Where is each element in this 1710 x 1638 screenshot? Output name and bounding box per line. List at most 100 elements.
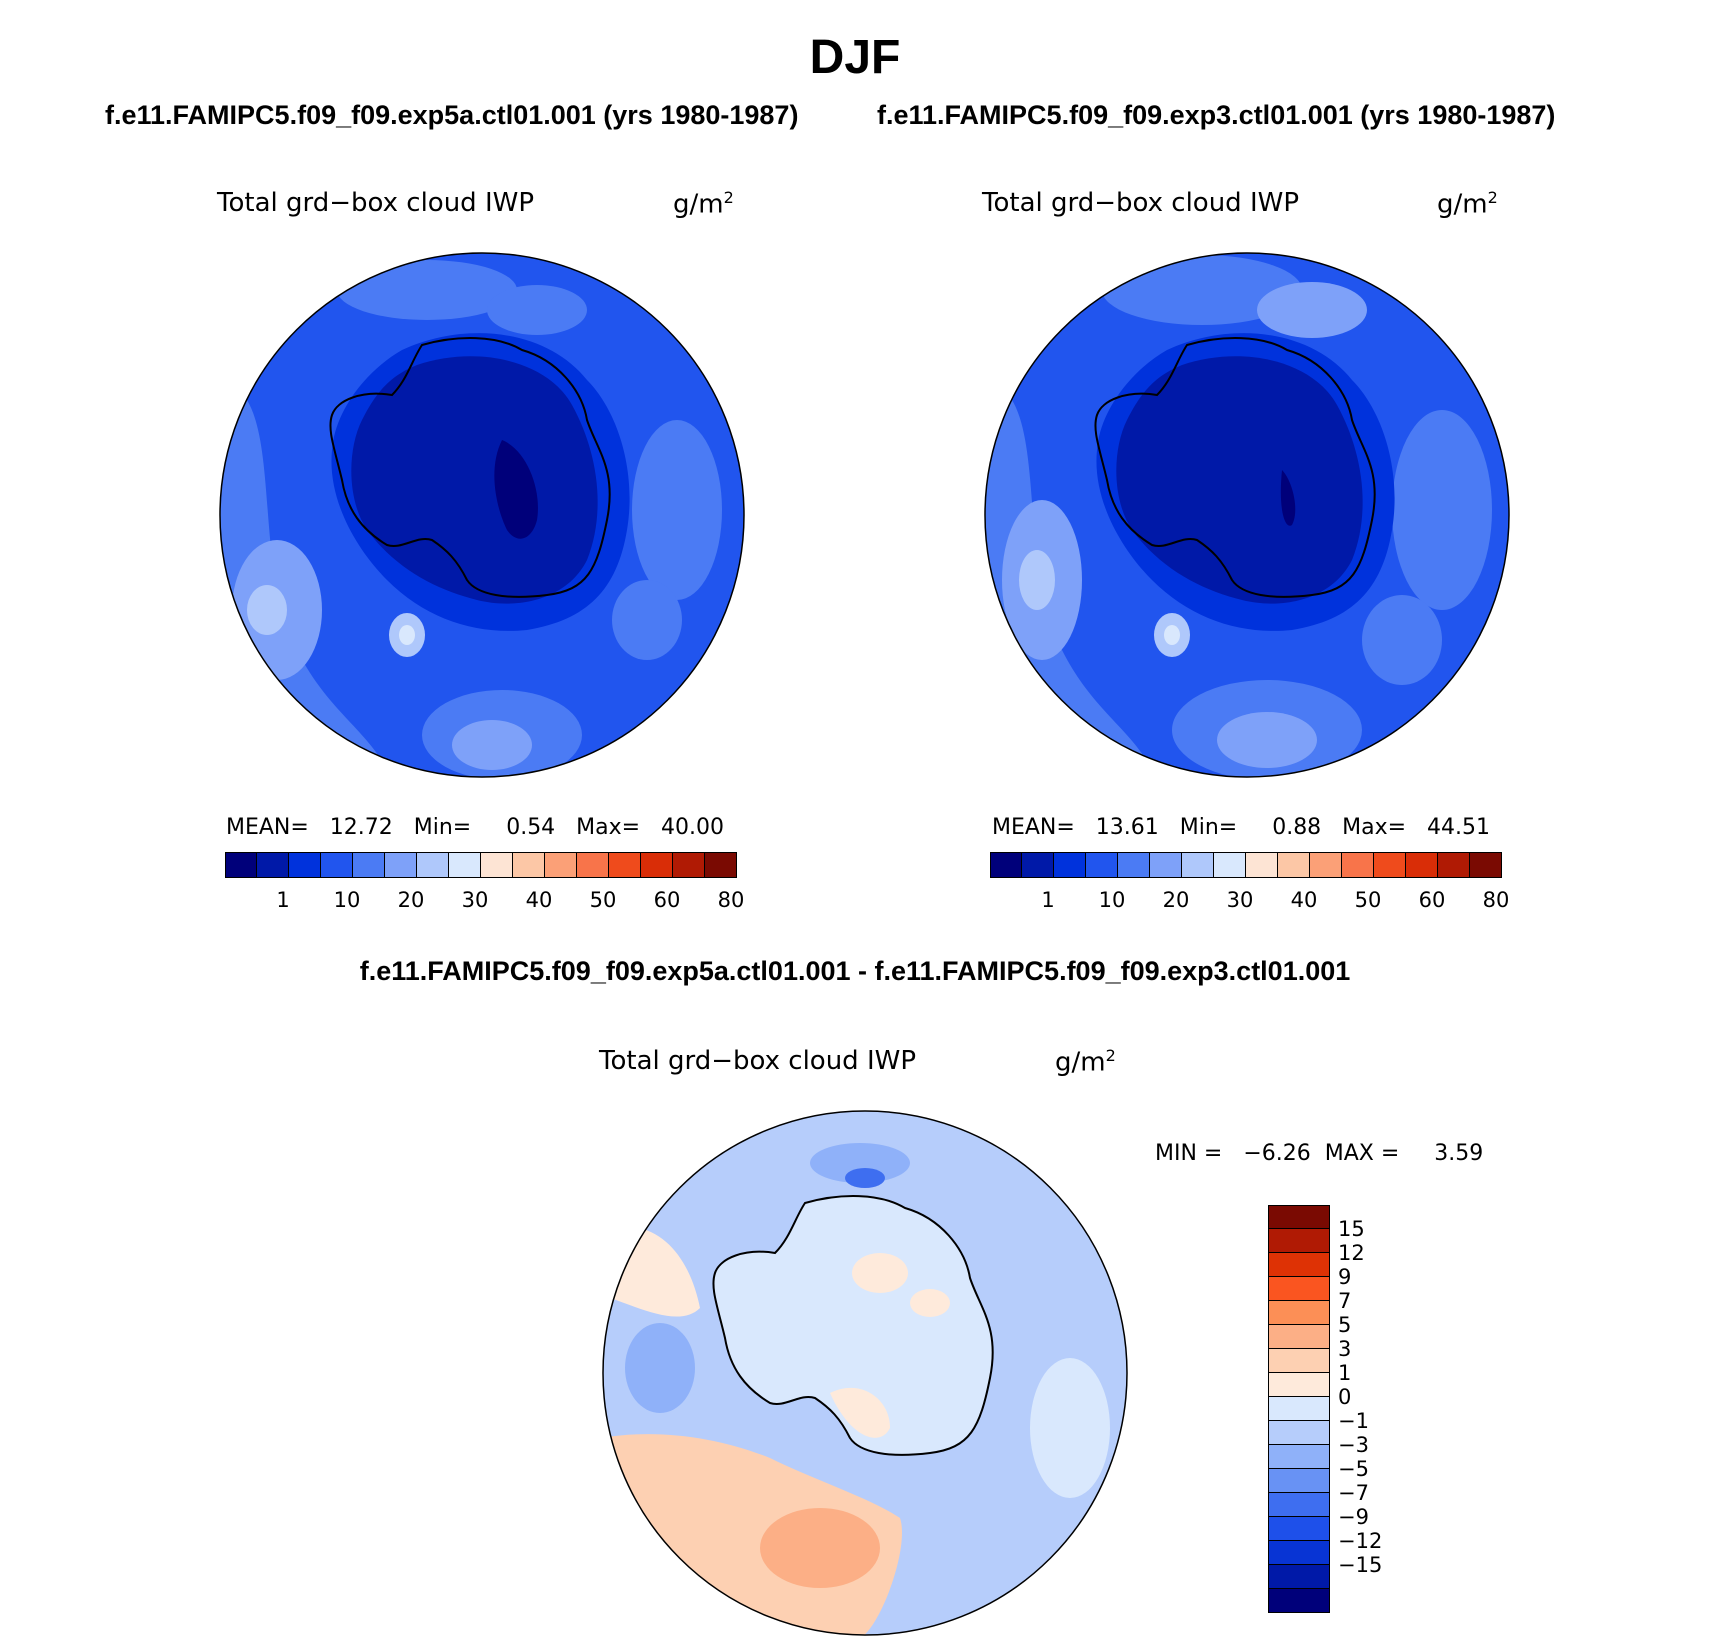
- contour-region: [337, 260, 517, 320]
- difference-colorbar-labels: 15 12 9 7 5 3 1 0 −1 −3 −5 −7 −9 −12 −15: [1338, 1205, 1408, 1613]
- antarctic-coastline: [329, 337, 611, 598]
- colorbar-tick-label: 80: [717, 888, 745, 912]
- contour-region: [1019, 550, 1055, 610]
- colorbar-swatch: [1268, 1253, 1330, 1277]
- panel3-variable-label: Total grd−box cloud IWP: [599, 1046, 917, 1076]
- colorbar-tick-label: −15: [1338, 1553, 1383, 1577]
- colorbar-tick-label: −12: [1338, 1529, 1383, 1553]
- colorbar-tick-label: −1: [1338, 1409, 1369, 1433]
- colorbar-tick-label: 20: [1162, 888, 1190, 912]
- contour-region: [830, 1387, 890, 1438]
- colorbar-swatch: [1268, 1517, 1330, 1541]
- contour-region: [1030, 1358, 1110, 1498]
- contour-region: [632, 420, 722, 600]
- figure-title: DJF: [809, 31, 901, 84]
- panel3-difference-map: [602, 1110, 1128, 1636]
- panel1-stats: MEAN= 12.72 Min= 0.54 Max= 40.00: [226, 815, 725, 840]
- contour-region: [487, 285, 587, 335]
- colorbar-tick-label: −9: [1338, 1505, 1369, 1529]
- colorbar-swatch: [1150, 852, 1182, 878]
- colorbar-tick-label: 0: [1338, 1385, 1352, 1409]
- colorbar-swatch: [1268, 1397, 1330, 1421]
- contour-region: [612, 580, 682, 660]
- colorbar-swatch: [1278, 852, 1310, 878]
- colorbar-swatch: [417, 852, 449, 878]
- colorbar-swatch: [1268, 1565, 1330, 1589]
- colorbar-swatch: [1268, 1205, 1330, 1229]
- colorbar-swatch: [1054, 852, 1086, 878]
- colorbar-tick-label: 1: [276, 888, 290, 912]
- colorbar-swatch: [1118, 852, 1150, 878]
- colorbar-swatch: [1268, 1589, 1330, 1613]
- contour-region: [810, 1143, 910, 1183]
- colorbar-tick-label: 12: [1338, 1241, 1365, 1265]
- case2-title: f.e11.FAMIPC5.f09_f09.exp3.ctl01.001 (yr…: [877, 100, 1556, 130]
- colorbar-swatch: [289, 852, 321, 878]
- colorbar-swatch: [1438, 852, 1470, 878]
- colorbar-tick-label: 20: [397, 888, 425, 912]
- colorbar-swatch: [1182, 852, 1214, 878]
- colorbar-tick-label: 30: [461, 888, 489, 912]
- contour-region: [1217, 712, 1317, 768]
- colorbar-tick-label: 30: [1226, 888, 1254, 912]
- colorbar-swatch: [225, 852, 257, 878]
- colorbar-swatch: [1268, 1301, 1330, 1325]
- colorbar-swatch: [513, 852, 545, 878]
- difference-colorbar: [1268, 1205, 1330, 1613]
- panel2-units-label: g/m2: [1437, 188, 1498, 220]
- panel1-variable-label: Total grd−box cloud IWP: [217, 188, 535, 218]
- contour-region: [494, 440, 538, 539]
- colorbar-swatch: [1374, 852, 1406, 878]
- case1-title: f.e11.FAMIPC5.f09_f09.exp5a.ctl01.001 (y…: [105, 100, 799, 130]
- colorbar-swatch: [1246, 852, 1278, 878]
- colorbar-tick-label: 40: [1290, 888, 1318, 912]
- colorbar-swatch: [1268, 1373, 1330, 1397]
- colorbar-tick-label: 50: [589, 888, 617, 912]
- colorbar-tick-label: 15: [1338, 1217, 1365, 1241]
- colorbar-swatch: [1268, 1493, 1330, 1517]
- colorbar-tick-label: 60: [1418, 888, 1446, 912]
- panel2-stats: MEAN= 13.61 Min= 0.88 Max= 44.51: [992, 815, 1491, 840]
- colorbar-swatch: [1214, 852, 1246, 878]
- contour-region: [452, 720, 532, 770]
- colorbar-swatch: [257, 852, 289, 878]
- contour-region: [399, 625, 415, 645]
- antarctic-coastline: [1094, 337, 1376, 598]
- contour-region: [845, 1168, 885, 1188]
- colorbar-swatch: [449, 852, 481, 878]
- colorbar-swatch: [641, 852, 673, 878]
- panel2-map: [984, 252, 1510, 778]
- contour-region: [910, 1289, 950, 1317]
- colorbar-swatch: [609, 852, 641, 878]
- panel1-map: [219, 252, 745, 778]
- contour-region: [1280, 470, 1296, 526]
- panel2-colorbar: [990, 852, 1502, 878]
- contour-region: [247, 585, 287, 635]
- colorbar-tick-label: 5: [1338, 1313, 1352, 1337]
- panel2-variable-label: Total grd−box cloud IWP: [982, 188, 1300, 218]
- contour-region: [1257, 282, 1367, 338]
- colorbar-tick-label: −3: [1338, 1433, 1369, 1457]
- colorbar-swatch: [673, 852, 705, 878]
- contour-region: [713, 1196, 993, 1455]
- contour-region: [1362, 595, 1442, 685]
- panel2-colorbar-labels: 1 10 20 30 40 50 60 80: [990, 888, 1509, 914]
- colorbar-swatch: [1268, 1469, 1330, 1493]
- panel1-units-label: g/m2: [673, 188, 734, 220]
- map-boundary: [219, 252, 745, 778]
- colorbar-tick-label: 40: [525, 888, 553, 912]
- colorbar-swatch: [1268, 1325, 1330, 1349]
- contour-region: [852, 1253, 908, 1293]
- colorbar-swatch: [385, 852, 417, 878]
- panel3-units-label: g/m2: [1055, 1046, 1116, 1078]
- map-boundary: [984, 252, 1510, 778]
- colorbar-tick-label: 80: [1482, 888, 1510, 912]
- colorbar-swatch: [1310, 852, 1342, 878]
- colorbar-swatch: [1268, 1421, 1330, 1445]
- colorbar-swatch: [321, 852, 353, 878]
- colorbar-tick-label: 9: [1338, 1265, 1352, 1289]
- colorbar-swatch: [353, 852, 385, 878]
- panel1-colorbar: [225, 852, 737, 878]
- difference-title: f.e11.FAMIPC5.f09_f09.exp5a.ctl01.001 - …: [359, 956, 1351, 986]
- colorbar-swatch: [1086, 852, 1118, 878]
